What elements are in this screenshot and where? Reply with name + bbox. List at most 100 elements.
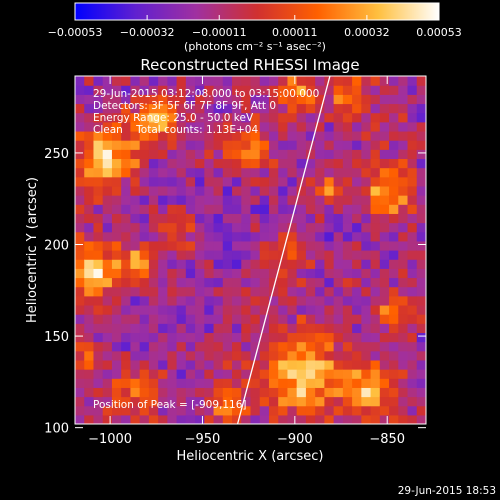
heatmap-cell (342, 341, 353, 352)
heatmap-cell (167, 369, 178, 379)
heatmap-cell (278, 414, 289, 424)
heatmap-cell (93, 350, 104, 361)
heatmap-cell (158, 158, 168, 169)
heatmap-cell (121, 130, 132, 141)
heatmap-cell (93, 185, 104, 196)
heatmap-cell (333, 295, 344, 306)
heatmap-cell (278, 304, 289, 315)
heatmap-cell (398, 231, 409, 242)
heatmap-cell (84, 85, 95, 95)
heatmap-cell (176, 85, 187, 95)
heatmap-cell (342, 359, 353, 370)
heatmap-cell (222, 350, 233, 361)
heatmap-cell (148, 259, 159, 269)
heatmap-cell (352, 149, 362, 160)
heatmap-cell (315, 323, 325, 334)
heatmap-cell (342, 195, 353, 205)
heatmap-cell (250, 387, 261, 398)
heatmap-cell (185, 277, 196, 288)
heatmap-cell (232, 314, 242, 324)
heatmap-cell (268, 323, 279, 334)
heatmap-cell (333, 259, 344, 269)
heatmap-cell (342, 268, 353, 279)
heatmap-cell (176, 268, 187, 279)
heatmap-cell (333, 222, 344, 233)
heatmap-cell (315, 231, 325, 242)
heatmap-cell (139, 158, 150, 169)
heatmap-cell (93, 359, 104, 370)
peak-position-label: Position of Peak = [-909,116] (93, 399, 247, 411)
heatmap-cell (102, 359, 113, 370)
heatmap-cell (232, 332, 242, 343)
heatmap-cell (370, 76, 381, 86)
heatmap-cell (342, 259, 353, 269)
heatmap-cell (416, 250, 426, 260)
heatmap-cell (176, 396, 187, 407)
heatmap-cell (250, 121, 261, 132)
heatmap-cell (352, 204, 362, 214)
heatmap-cell (352, 112, 362, 123)
heatmap-cell (389, 314, 399, 324)
heatmap-cell (158, 332, 168, 343)
heatmap-cell (324, 195, 335, 205)
heatmap-cell (176, 359, 187, 370)
heatmap-cell (333, 149, 344, 160)
heatmap-cell (361, 240, 372, 251)
image-info-annotations: 29-Jun-2015 03:12:08.000 to 03:15:00.000… (93, 88, 319, 136)
x-tick-label: −1000 (88, 432, 132, 447)
heatmap-cell (250, 167, 261, 178)
heatmap-cell (130, 130, 141, 141)
heatmap-cell (268, 204, 279, 214)
heatmap-cell (158, 323, 168, 334)
heatmap-cell (250, 140, 261, 150)
heatmap-cell (352, 176, 362, 187)
heatmap-cell (130, 204, 141, 214)
heatmap-cell (278, 332, 289, 343)
heatmap-cell (75, 167, 85, 178)
heatmap-cell (176, 378, 187, 388)
heatmap-cell (278, 112, 289, 123)
heatmap-cell (305, 414, 316, 424)
heatmap-cell (296, 167, 307, 178)
heatmap-cell (361, 222, 372, 233)
heatmap-cell (370, 149, 381, 160)
heatmap-cell (213, 195, 224, 205)
heatmap-cell (121, 286, 132, 297)
heatmap-cell (324, 396, 335, 407)
heatmap-cell (139, 277, 150, 288)
heatmap-cell (185, 295, 196, 306)
heatmap-cell (130, 387, 141, 398)
heatmap-cell (84, 405, 95, 416)
heatmap-cell (315, 130, 325, 141)
heatmap-cell (111, 204, 122, 214)
heatmap-cell (167, 149, 178, 160)
heatmap-cell (241, 323, 252, 334)
heatmap-cell (333, 130, 344, 141)
heatmap-cell (324, 140, 335, 150)
heatmap-cell (259, 341, 270, 352)
heatmap-cell (158, 405, 168, 416)
heatmap-cell (102, 121, 113, 132)
heatmap-cell (352, 231, 362, 242)
heatmap-cell (130, 112, 141, 123)
heatmap-cell (111, 167, 122, 178)
heatmap-cell (305, 240, 316, 251)
heatmap-cell (139, 359, 150, 370)
heatmap-cell (407, 103, 418, 114)
heatmap-cell (379, 158, 390, 169)
heatmap-cell (305, 85, 316, 95)
heatmap-cell (278, 185, 289, 196)
heatmap-cell (324, 85, 335, 95)
heatmap-cell (185, 414, 196, 424)
heatmap-cell (398, 277, 409, 288)
heatmap-cell (370, 185, 381, 196)
heatmap-cell (139, 323, 150, 334)
plot-frame (74, 75, 427, 425)
heatmap-cell (222, 286, 233, 297)
heatmap-cell (204, 359, 215, 370)
heatmap-cell (176, 140, 187, 150)
heatmap-cell (222, 414, 233, 424)
heatmap-cell (139, 332, 150, 343)
heatmap-cell (102, 222, 113, 233)
heatmap-cell (84, 396, 95, 407)
